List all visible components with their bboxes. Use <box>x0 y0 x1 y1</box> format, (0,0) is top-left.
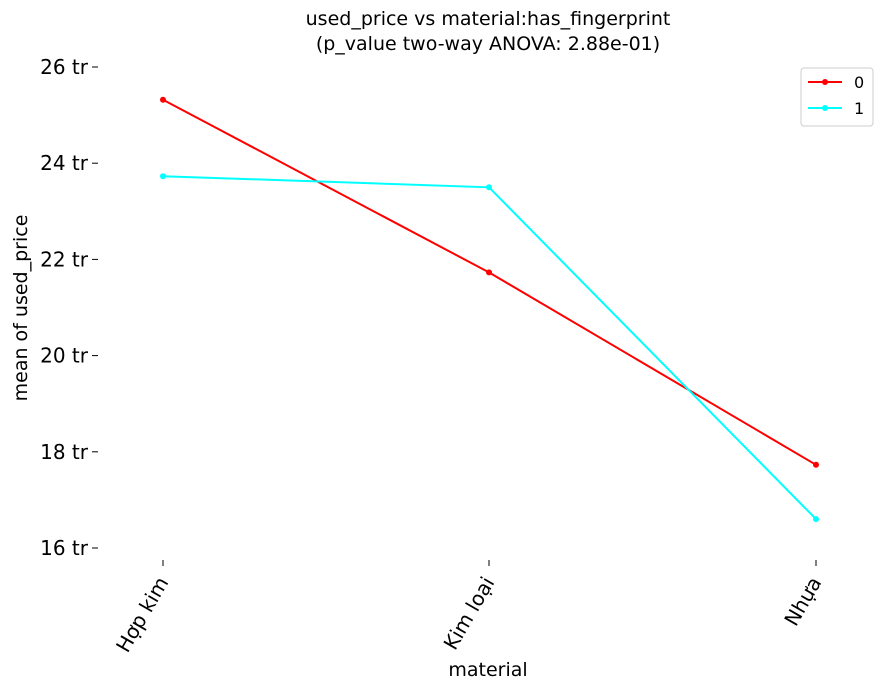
series-line-0 <box>162 98 817 466</box>
y-tick-label: 26 tr <box>40 55 89 79</box>
series-0-point <box>160 96 166 103</box>
series-1-point <box>486 184 492 191</box>
x-tick-label: Kim loại <box>438 573 499 654</box>
y-tick-label: 18 tr <box>40 440 89 464</box>
series-line-1 <box>162 175 817 520</box>
y-tick-label: 22 tr <box>40 247 89 271</box>
series-1-point <box>813 516 819 523</box>
series-1-point <box>160 173 166 180</box>
y-tick-label: 20 tr <box>40 344 89 368</box>
y-tick-label: 16 tr <box>40 536 89 560</box>
y-axis: 16 tr 18 tr 20 tr 22 tr 24 tr 26 tr <box>40 55 98 560</box>
legend-marker-0 <box>822 79 828 85</box>
x-tick-label: Hợp kim <box>111 573 173 657</box>
x-axis-label: material <box>448 659 527 681</box>
y-tick-label: 24 tr <box>40 151 89 175</box>
x-axis: Hợp kim Kim loại Nhựa <box>111 560 826 656</box>
series-0-point <box>486 269 492 276</box>
legend-label-0: 0 <box>854 73 864 92</box>
legend-marker-1 <box>822 105 828 111</box>
chart-subtitle: (p_value two-way ANOVA: 2.88e-01) <box>316 33 660 55</box>
series-layer <box>160 96 819 523</box>
x-tick-label: Nhựa <box>779 573 826 631</box>
chart-title: used_price vs material:has_fingerprint <box>306 8 671 30</box>
legend: 01 <box>800 67 874 127</box>
y-axis-label: mean of used_price <box>10 215 32 402</box>
series-0-point <box>813 461 819 468</box>
legend-label-1: 1 <box>854 99 864 118</box>
